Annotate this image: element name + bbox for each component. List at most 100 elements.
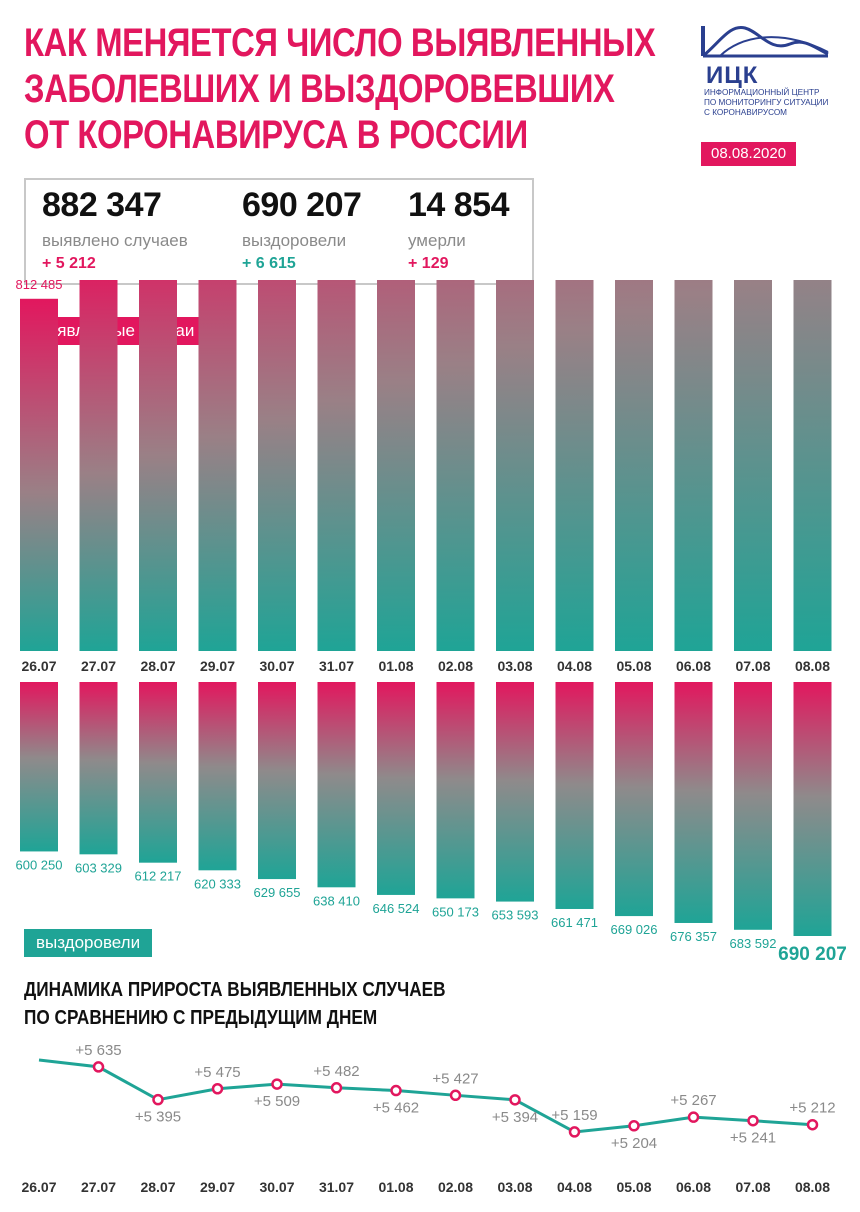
growth-point <box>211 1083 224 1095</box>
title-line-3: ОТ КОРОНАВИРУСА В РОССИИ <box>24 113 528 157</box>
growth-date-label: 08.08 <box>795 1179 830 1195</box>
detected-bar <box>20 298 58 651</box>
growth-date-label: 27.07 <box>81 1179 116 1195</box>
growth-value-label: +5 427 <box>432 1070 478 1087</box>
growth-point <box>747 1114 759 1127</box>
growth-date-label: 28.07 <box>140 1179 175 1195</box>
logo-name: ИЦК <box>706 62 759 89</box>
growth-point <box>390 1084 402 1097</box>
stat-recovered-label: выздоровели <box>242 231 347 250</box>
date-label: 02.08 <box>438 658 473 674</box>
recovered-bar <box>496 682 534 902</box>
stat-recovered-delta: + 6 615 <box>242 255 296 272</box>
stat-recovered: 690 207 выздоровели + 6 615 <box>242 186 362 273</box>
recovered-bar <box>555 682 594 909</box>
growth-date-label: 05.08 <box>616 1179 651 1195</box>
date-label: 01.08 <box>378 658 413 674</box>
recovered-bar <box>674 682 713 923</box>
recovered-value-label: 683 592 <box>730 936 777 951</box>
growth-point <box>152 1093 164 1106</box>
recovered-bar <box>793 682 832 936</box>
logo-icon <box>701 25 829 58</box>
logo-subtitle-line-3: С КОРОНАВИРУСОМ <box>704 108 788 117</box>
detected-bar <box>79 280 118 651</box>
date-label: 26.07 <box>21 658 56 674</box>
detected-bar <box>734 280 772 651</box>
recovered-bar <box>436 682 475 899</box>
stat-deaths: 14 854 умерли + 129 <box>408 186 510 273</box>
detected-bar <box>317 280 356 651</box>
detected-bar <box>377 280 415 652</box>
stat-detected-label: выявлено случаев <box>42 231 188 250</box>
growth-point <box>92 1061 105 1073</box>
recovered-value-label: 600 250 <box>16 857 63 872</box>
growth-title-line-1: ДИНАМИКА ПРИРОСТА ВЫЯВЛЕННЫХ СЛУЧАЕВ <box>24 979 446 1001</box>
stat-deaths-delta: + 129 <box>408 255 449 272</box>
date-label: 06.08 <box>676 658 711 674</box>
growth-point <box>271 1078 283 1090</box>
growth-date-label: 03.08 <box>497 1179 532 1195</box>
detected-bar <box>555 280 594 651</box>
date-label: 27.07 <box>81 658 116 674</box>
date-label: 05.08 <box>616 658 651 674</box>
growth-date-label: 02.08 <box>438 1179 473 1195</box>
detected-bar <box>674 280 713 651</box>
stat-detected-value: 882 347 <box>42 186 162 224</box>
recovered-bar <box>734 682 772 930</box>
date-label: 07.08 <box>735 658 770 674</box>
stat-deaths-label: умерли <box>408 231 466 250</box>
logo-subtitle-line-1: ИНФОРМАЦИОННЫЙ ЦЕНТР <box>704 88 820 97</box>
recovered-value-label: 620 333 <box>194 876 241 891</box>
recovered-value-label: 653 593 <box>492 908 539 923</box>
growth-chart-title: ДИНАМИКА ПРИРОСТА ВЫЯВЛЕННЫХ СЛУЧАЕВ ПО … <box>24 976 446 1032</box>
detected-bar <box>258 280 296 652</box>
title-line-2: ЗАБОЛЕВШИХ И ВЫЗДОРОВЕВШИХ <box>24 67 615 111</box>
growth-value-label: +5 462 <box>373 1100 419 1117</box>
growth-point <box>568 1126 581 1138</box>
stat-detected-delta: + 5 212 <box>42 255 96 272</box>
growth-value-label: +5 395 <box>135 1109 181 1126</box>
recovered-value-label: 650 173 <box>432 904 479 919</box>
detected-bar <box>198 280 237 651</box>
growth-point <box>509 1094 521 1106</box>
recovered-bar <box>615 682 653 917</box>
recovered-value-label: 669 026 <box>611 922 658 937</box>
recovered-value-label: 612 217 <box>135 869 182 884</box>
recovered-value-label: 661 471 <box>551 915 598 930</box>
detected-bar <box>793 280 832 651</box>
growth-date-label: 29.07 <box>200 1179 235 1195</box>
growth-value-label: +5 475 <box>194 1064 240 1081</box>
title-line-1: КАК МЕНЯЕТСЯ ЧИСЛО ВЫЯВЛЕННЫХ <box>24 21 656 65</box>
growth-value-label: +5 635 <box>75 1042 121 1059</box>
growth-value-label: +5 509 <box>254 1093 300 1110</box>
growth-value-label: +5 267 <box>670 1092 716 1109</box>
growth-date-label: 07.08 <box>735 1179 770 1195</box>
growth-date-label: 31.07 <box>319 1179 354 1195</box>
date-label: 03.08 <box>497 658 532 674</box>
stat-detected: 882 347 выявлено случаев + 5 212 <box>42 186 188 273</box>
growth-date-label: 01.08 <box>378 1179 413 1195</box>
recovered-bar <box>258 682 296 880</box>
date-label: 31.07 <box>319 658 354 674</box>
growth-value-label: +5 394 <box>492 1109 538 1126</box>
logo-subtitle: ИНФОРМАЦИОННЫЙ ЦЕНТР ПО МОНИТОРИНГУ СИТУ… <box>704 88 844 118</box>
summary-box: 882 347 выявлено случаев + 5 212 690 207… <box>24 178 534 285</box>
recovered-bar <box>79 682 118 855</box>
growth-value-label: +5 204 <box>611 1135 657 1152</box>
detected-bar <box>436 280 475 651</box>
growth-date-label: 26.07 <box>21 1179 56 1195</box>
growth-value-label: +5 159 <box>551 1107 597 1124</box>
growth-date-label: 30.07 <box>259 1179 294 1195</box>
date-label: 08.08 <box>795 658 830 674</box>
date-label: 04.08 <box>557 658 592 674</box>
growth-point <box>330 1082 343 1094</box>
growth-date-label: 04.08 <box>557 1179 592 1195</box>
growth-point <box>687 1111 700 1123</box>
growth-point <box>628 1120 640 1132</box>
recovered-bar <box>20 682 58 852</box>
detected-value-label: 812 485 <box>16 280 63 292</box>
recovered-value-label: 638 410 <box>313 893 360 908</box>
bars-chart: 812 485818 120823 515828 990834 499839 9… <box>16 280 847 965</box>
growth-point <box>806 1118 819 1131</box>
page-title: КАК МЕНЯЕТСЯ ЧИСЛО ВЫЯВЛЕННЫХ ЗАБОЛЕВШИХ… <box>24 20 656 158</box>
